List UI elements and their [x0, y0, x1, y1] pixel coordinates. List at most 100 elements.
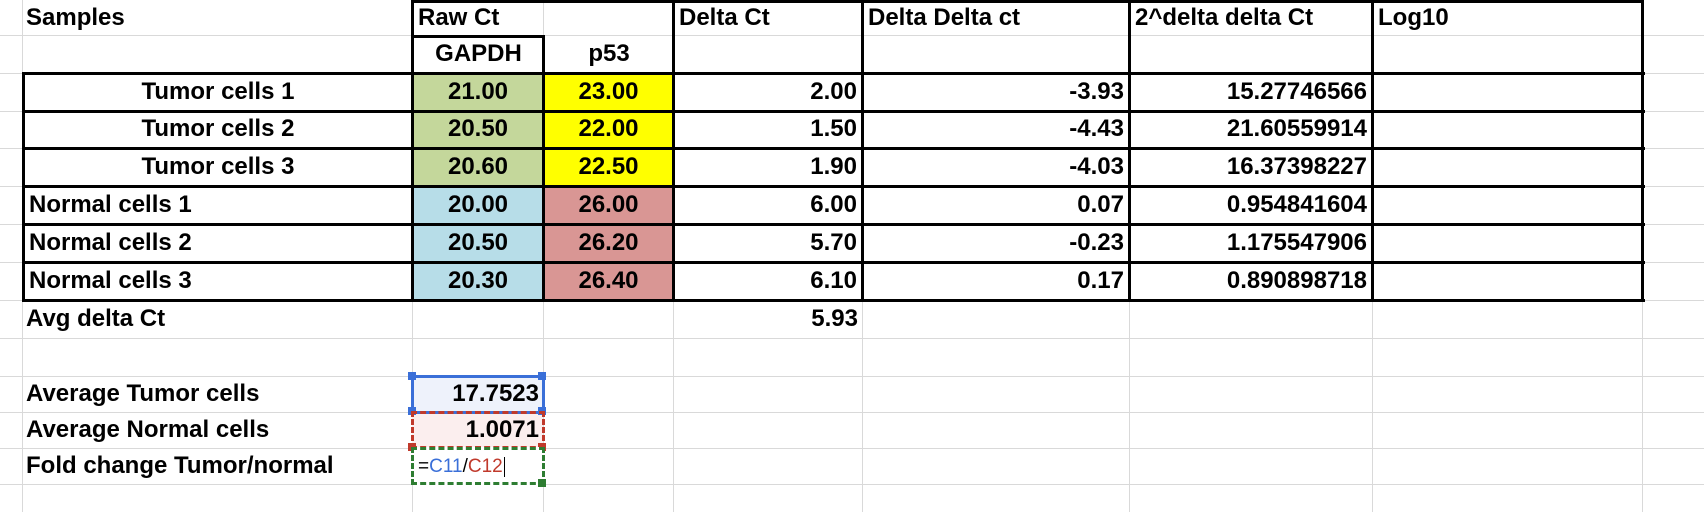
delta-ct-value[interactable]: 6.00 [810, 191, 857, 218]
pow-value[interactable]: 15.27746566 [1226, 78, 1367, 105]
fill-p53-2 [543, 111, 673, 148]
avg-tumor-label[interactable]: Average Tumor cells [26, 380, 260, 407]
gapdh-value[interactable]: 20.00 [447, 191, 509, 218]
ddct-value[interactable]: -4.43 [1069, 115, 1124, 142]
gridline [0, 448, 1704, 449]
sample-name[interactable]: Tumor cells 2 [141, 115, 295, 142]
pow-value[interactable]: 0.890898718 [1226, 267, 1367, 294]
gridline [0, 35, 1704, 36]
formula-ref-c12[interactable]: C12 [467, 456, 503, 477]
header-two-pow[interactable]: 2^delta delta Ct [1135, 4, 1314, 31]
formula-ref-c11[interactable]: C11 [429, 456, 463, 477]
log10-cell[interactable] [1374, 227, 1641, 260]
gridline [0, 376, 1704, 377]
header-log10[interactable]: Log10 [1378, 4, 1449, 31]
border [22, 72, 25, 302]
avg-normal-label[interactable]: Average Normal cells [26, 416, 270, 443]
gapdh-value[interactable]: 21.00 [447, 78, 509, 105]
border [411, 0, 414, 302]
border [22, 223, 1645, 226]
border [22, 147, 1645, 150]
fill-gapdh-6 [412, 262, 543, 300]
border [542, 35, 545, 302]
p53-value[interactable]: 26.00 [578, 191, 639, 218]
delta-ct-value[interactable]: 1.50 [810, 115, 857, 142]
gridline [0, 412, 1704, 413]
p53-value[interactable]: 22.50 [578, 153, 639, 180]
border [1641, 0, 1644, 302]
header-delta-delta-ct[interactable]: Delta Delta ct [868, 4, 1021, 31]
avg-delta-label[interactable]: Avg delta Ct [26, 305, 166, 332]
sample-name[interactable]: Normal cells 1 [29, 191, 192, 218]
fill-gapdh-1 [412, 73, 543, 111]
fold-change-label[interactable]: Fold change Tumor/normal [26, 452, 334, 479]
border [22, 110, 1645, 113]
fill-gapdh-2 [412, 111, 543, 148]
p53-value[interactable]: 23.00 [578, 78, 639, 105]
log10-cell[interactable] [1374, 76, 1641, 109]
p53-value[interactable]: 26.20 [578, 229, 639, 256]
gapdh-value[interactable]: 20.30 [447, 267, 509, 294]
pow-value[interactable]: 0.954841604 [1226, 191, 1367, 218]
ddct-value[interactable]: -4.03 [1069, 153, 1124, 180]
header-gapdh[interactable]: GAPDH [435, 40, 522, 67]
log10-cell[interactable] [1374, 113, 1641, 146]
sample-name[interactable]: Tumor cells 1 [141, 78, 295, 105]
sample-name[interactable]: Normal cells 2 [29, 229, 192, 256]
range-handle[interactable] [538, 372, 546, 380]
log10-cell[interactable] [1374, 265, 1641, 298]
fill-p53-5 [543, 224, 673, 262]
header-samples[interactable]: Samples [26, 4, 125, 31]
avg-normal-value[interactable]: 1.0071 [465, 416, 539, 443]
sample-name[interactable]: Normal cells 3 [29, 267, 192, 294]
gapdh-value[interactable]: 20.50 [447, 229, 509, 256]
pow-value[interactable]: 16.37398227 [1226, 153, 1367, 180]
delta-ct-value[interactable]: 6.10 [810, 267, 857, 294]
border [861, 0, 864, 302]
pow-value[interactable]: 1.175547906 [1226, 229, 1367, 256]
header-raw-ct[interactable]: Raw Ct [418, 4, 500, 31]
ddct-value[interactable]: -3.93 [1069, 78, 1124, 105]
border [22, 299, 1645, 302]
range-highlight-c11 [411, 375, 545, 414]
avg-tumor-value[interactable]: 17.7523 [452, 380, 539, 407]
fill-gapdh-4 [412, 186, 543, 224]
border [672, 0, 675, 302]
fill-p53-3 [543, 148, 673, 186]
ddct-value[interactable]: 0.17 [1077, 267, 1124, 294]
fill-handle[interactable] [538, 479, 546, 487]
pow-value[interactable]: 21.60559914 [1226, 115, 1367, 142]
border [22, 185, 1645, 188]
p53-value[interactable]: 22.00 [578, 115, 639, 142]
fill-p53-1 [543, 73, 673, 111]
log10-cell[interactable] [1374, 189, 1641, 222]
ddct-value[interactable]: -0.23 [1069, 229, 1124, 256]
active-formula-cell[interactable]: =C11/C12 [411, 447, 545, 485]
border [22, 72, 1645, 75]
fill-p53-6 [543, 262, 673, 300]
border [412, 0, 1642, 3]
header-delta-ct[interactable]: Delta Ct [679, 4, 770, 31]
border [1128, 0, 1131, 302]
sample-name[interactable]: Tumor cells 3 [141, 153, 295, 180]
range-highlight-c12 [411, 411, 545, 449]
delta-ct-value[interactable]: 5.70 [810, 229, 857, 256]
header-p53[interactable]: p53 [588, 40, 630, 67]
ddct-value[interactable]: 0.07 [1077, 191, 1124, 218]
text-cursor [503, 456, 505, 477]
gapdh-value[interactable]: 20.50 [447, 115, 509, 142]
fill-avg-normal [412, 412, 543, 448]
border [22, 261, 1645, 264]
formula-prefix: = [418, 456, 430, 477]
delta-ct-value[interactable]: 2.00 [810, 78, 857, 105]
p53-value[interactable]: 26.40 [578, 267, 639, 294]
gapdh-value[interactable]: 20.60 [447, 153, 509, 180]
formula-separator: / [462, 456, 468, 477]
avg-delta-value[interactable]: 5.93 [811, 305, 858, 332]
delta-ct-value[interactable]: 1.90 [810, 153, 857, 180]
range-handle[interactable] [408, 372, 416, 380]
border [1371, 0, 1374, 302]
gridline [0, 484, 1704, 485]
log10-cell[interactable] [1374, 151, 1641, 184]
